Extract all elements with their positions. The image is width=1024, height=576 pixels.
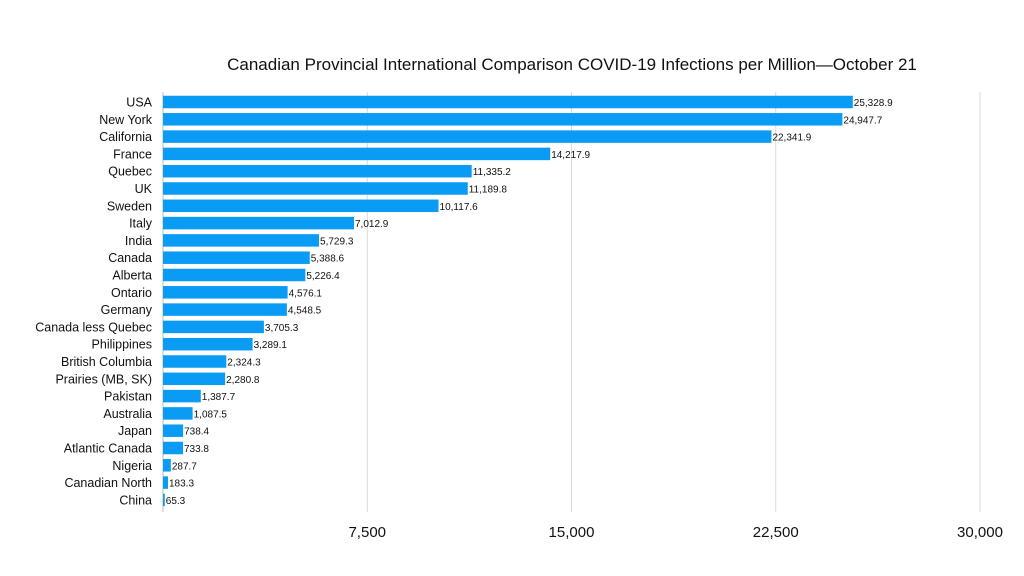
category-label: Ontario [111, 286, 152, 300]
data-label: 22,341.9 [772, 133, 811, 144]
category-label: Canadian North [64, 476, 152, 490]
x-tick-label: 30,000 [957, 524, 1003, 541]
data-label: 11,335.2 [473, 167, 512, 178]
category-label: India [125, 234, 152, 248]
data-label: 1,087.5 [194, 409, 228, 420]
category-label: USA [126, 96, 152, 110]
bar [163, 113, 843, 126]
data-label: 65.3 [166, 496, 186, 507]
data-label: 2,324.3 [227, 358, 261, 369]
data-label: 7,012.9 [355, 219, 389, 230]
bar [163, 441, 183, 455]
x-axis-ticks: 7,500 15,000 22,500 30,000 [348, 524, 1002, 541]
category-label: New York [99, 113, 153, 127]
bar [163, 459, 171, 472]
bar [163, 372, 226, 386]
bar [163, 355, 227, 368]
data-label: 24,947.7 [843, 115, 882, 126]
data-label: 4,576.1 [289, 288, 323, 299]
data-label: 3,289.1 [254, 340, 288, 351]
bar [163, 407, 193, 420]
bar [163, 337, 253, 351]
chart-title: Canadian Provincial International Compar… [227, 55, 917, 74]
bar [163, 130, 772, 143]
bar [163, 286, 288, 299]
category-label: China [119, 493, 152, 507]
bar [163, 199, 439, 213]
category-label: Philippines [92, 338, 152, 352]
data-label: 10,117.6 [440, 202, 479, 213]
category-label: France [113, 147, 152, 161]
category-label: Italy [129, 217, 153, 231]
category-label: Australia [103, 407, 152, 421]
bar [163, 95, 853, 109]
category-label: Canada less Quebec [35, 320, 152, 334]
data-label: 1,387.7 [202, 392, 236, 403]
category-label: California [99, 130, 152, 144]
x-tick-label: 15,000 [549, 524, 595, 541]
category-label: Atlantic Canada [64, 442, 152, 456]
bar [163, 424, 184, 437]
data-label: 25,328.9 [854, 98, 893, 109]
x-tick-label: 22,500 [753, 524, 799, 541]
category-label: British Columbia [61, 355, 152, 369]
data-label: 287.7 [172, 461, 197, 472]
category-label: Alberta [112, 269, 152, 283]
value-labels: 25,328.9 24,947.7 22,341.9 14,217.9 11,335.2… [166, 98, 893, 507]
category-label: Canada [108, 251, 152, 265]
category-label: Quebec [108, 165, 152, 179]
data-label: 3,705.3 [265, 323, 299, 334]
bar [163, 216, 354, 230]
data-label: 11,189.8 [469, 185, 508, 196]
category-label: UK [135, 182, 153, 196]
category-label: Sweden [107, 199, 152, 213]
data-label: 2,280.8 [226, 375, 260, 386]
data-label: 738.4 [184, 427, 209, 438]
bar [163, 268, 306, 282]
data-label: 4,548.5 [288, 306, 322, 317]
data-label: 5,729.3 [320, 236, 354, 247]
data-label: 14,217.9 [551, 150, 590, 161]
bar [163, 234, 320, 247]
bar [163, 320, 264, 334]
data-label: 5,226.4 [306, 271, 340, 282]
bar [163, 493, 165, 507]
category-label: Prairies (MB, SK) [55, 372, 152, 386]
category-label: Germany [101, 303, 153, 317]
bars [163, 95, 853, 507]
bar [163, 147, 551, 161]
x-tick-label: 7,500 [348, 524, 386, 541]
bar [163, 251, 310, 264]
category-labels: USA New York California France Quebec UK Swede… [35, 96, 152, 508]
data-label: 5,388.6 [311, 254, 345, 265]
category-label: Japan [118, 424, 152, 438]
bar [163, 303, 287, 316]
bar [163, 476, 168, 489]
category-label: Nigeria [112, 459, 152, 473]
data-label: 733.8 [184, 444, 209, 455]
bar [163, 164, 472, 178]
bar [163, 389, 201, 403]
data-label: 183.3 [169, 479, 194, 490]
bar [163, 182, 468, 195]
category-label: Pakistan [104, 390, 152, 404]
